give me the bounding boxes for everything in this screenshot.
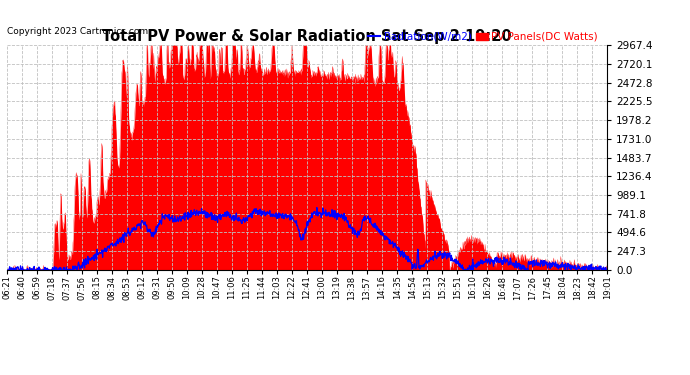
Text: Copyright 2023 Cartronics.com: Copyright 2023 Cartronics.com xyxy=(7,27,148,36)
Legend: Radiation(W/m2), PV Panels(DC Watts): Radiation(W/m2), PV Panels(DC Watts) xyxy=(364,28,602,46)
Title: Total PV Power & Solar Radiation Sat Sep 2 19:20: Total PV Power & Solar Radiation Sat Sep… xyxy=(102,29,512,44)
